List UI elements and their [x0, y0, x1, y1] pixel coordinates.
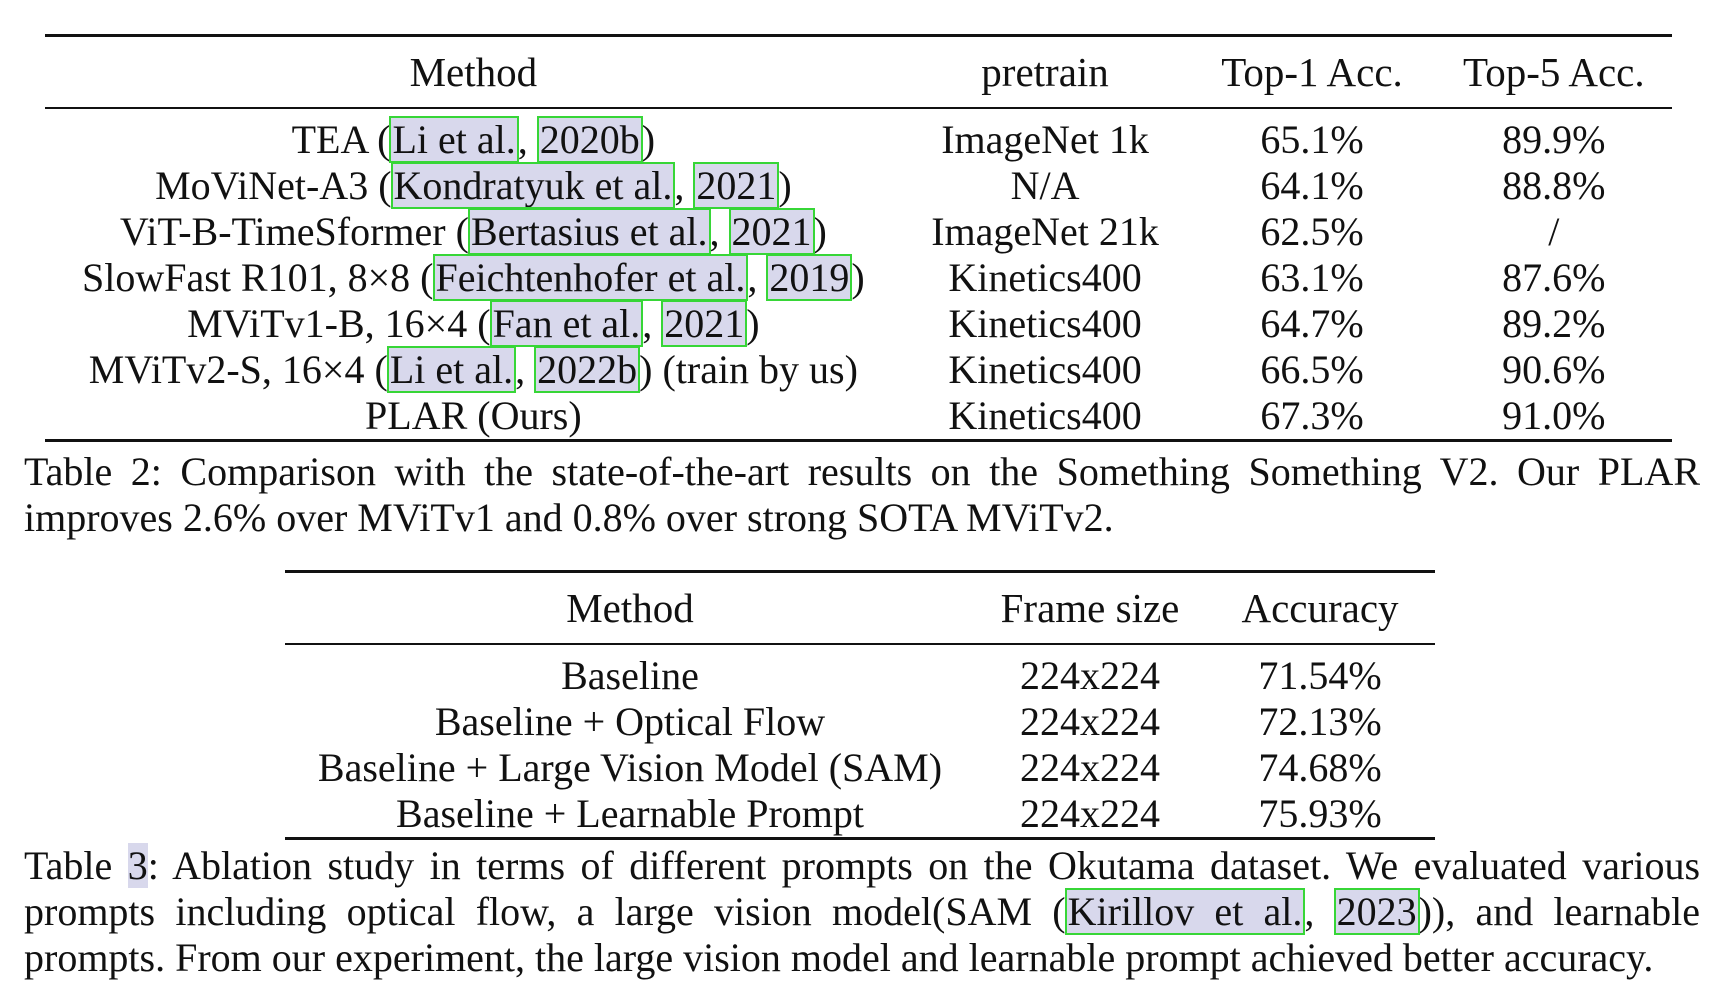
- citation-link[interactable]: Kirillov et al.: [1064, 888, 1306, 935]
- top5-cell: 90.6%: [1502, 347, 1606, 392]
- method-name: ViT-B-TimeSformer: [119, 209, 446, 254]
- citation-year-link[interactable]: 2023: [1333, 888, 1420, 935]
- header-method: Method: [285, 570, 975, 645]
- top1-cell: 67.3%: [1188, 393, 1436, 442]
- table-2: Method pretrain Top-1 Acc. Top-5 Acc. TE…: [45, 34, 1672, 442]
- method-cell: Baseline: [561, 653, 699, 698]
- top1-cell: 62.5%: [1260, 209, 1364, 254]
- caption-label: Table: [24, 843, 128, 888]
- method-cell: ViT-B-TimeSformer (Bertasius et al., 202…: [119, 208, 827, 255]
- citation-year-link[interactable]: 2021: [661, 300, 748, 347]
- citation-year-link[interactable]: 2021: [693, 162, 780, 209]
- table-row: MoViNet-A3 (Kondratyuk et al., 2021) N/A…: [45, 162, 1672, 209]
- method-suffix: (train by us): [652, 347, 858, 392]
- citation-year-link[interactable]: 2020b: [536, 116, 643, 163]
- top1-cell: 64.1%: [1260, 163, 1364, 208]
- citation-year-link[interactable]: 2019: [766, 254, 853, 301]
- caption-text-end: )), and learnable prompts. From our expe…: [24, 889, 1700, 980]
- method-name: TEA: [291, 117, 368, 162]
- top5-cell: /: [1548, 209, 1560, 254]
- pretrain-cell: Kinetics400: [901, 393, 1189, 442]
- top5-cell: 91.0%: [1435, 393, 1672, 442]
- top5-cell: 89.2%: [1502, 301, 1606, 346]
- table-row: MViTv1-B, 16×4 (Fan et al., 2021) Kineti…: [45, 300, 1672, 347]
- frame-size-cell: 224x224: [975, 791, 1205, 840]
- citation-year-link[interactable]: 2022b: [534, 346, 641, 393]
- citation-link[interactable]: Kondratyuk et al.: [390, 162, 676, 209]
- table-row: MViTv2-S, 16×4 (Li et al., 2022b) (train…: [45, 346, 1672, 393]
- method-cell: PLAR (Ours): [45, 393, 902, 442]
- method-name: SlowFast R101, 8×8: [82, 255, 411, 300]
- pretrain-cell: ImageNet 1k: [941, 117, 1149, 162]
- header-accuracy: Accuracy: [1205, 570, 1435, 645]
- top1-cell: 63.1%: [1260, 255, 1364, 300]
- frame-size-cell: 224x224: [1020, 699, 1160, 744]
- top1-cell: 66.5%: [1260, 347, 1364, 392]
- header-frame-size: Frame size: [975, 570, 1205, 645]
- table-3-caption: Table 3: Ablation study in terms of diff…: [24, 843, 1701, 980]
- pretrain-cell: Kinetics400: [948, 301, 1142, 346]
- citation-link[interactable]: Feichtenhofer et al.: [432, 254, 749, 301]
- frame-size-cell: 224x224: [1020, 653, 1160, 698]
- header-top5: Top-5 Acc.: [1435, 34, 1672, 109]
- method-cell: Baseline + Learnable Prompt: [285, 791, 975, 840]
- top1-cell: 64.7%: [1260, 301, 1364, 346]
- pretrain-cell: Kinetics400: [948, 255, 1142, 300]
- table-row: ViT-B-TimeSformer (Bertasius et al., 202…: [45, 208, 1672, 255]
- table-row: PLAR (Ours) Kinetics400 67.3% 91.0%: [45, 393, 1672, 442]
- table-row: TEA (Li et al., 2020b) ImageNet 1k 65.1%…: [45, 108, 1672, 163]
- citation-year-link[interactable]: 2021: [728, 208, 815, 255]
- method-name: MViTv2-S, 16×4: [88, 347, 365, 392]
- header-top1: Top-1 Acc.: [1188, 34, 1436, 109]
- pretrain-cell: N/A: [1010, 163, 1080, 208]
- top1-cell: 65.1%: [1260, 117, 1364, 162]
- accuracy-cell: 72.13%: [1258, 699, 1382, 744]
- table-number-link[interactable]: 3: [127, 843, 148, 888]
- method-cell: TEA (Li et al., 2020b): [291, 116, 656, 163]
- method-cell: MViTv2-S, 16×4 (Li et al., 2022b) (train…: [88, 346, 858, 393]
- pretrain-cell: Kinetics400: [948, 347, 1142, 392]
- table-row: Baseline + Optical Flow 224x224 72.13%: [285, 699, 1435, 745]
- method-name: MoViNet-A3: [155, 163, 369, 208]
- top5-cell: 87.6%: [1502, 255, 1606, 300]
- citation-link[interactable]: Li et al.: [386, 346, 517, 393]
- accuracy-cell: 74.68%: [1258, 745, 1382, 790]
- table-row: SlowFast R101, 8×8 (Feichtenhofer et al.…: [45, 254, 1672, 301]
- header-pretrain: pretrain: [901, 34, 1189, 109]
- accuracy-cell: 71.54%: [1258, 653, 1382, 698]
- frame-size-cell: 224x224: [1020, 745, 1160, 790]
- accuracy-cell: 75.93%: [1205, 791, 1435, 840]
- header-method: Method: [45, 34, 902, 109]
- method-cell: SlowFast R101, 8×8 (Feichtenhofer et al.…: [82, 254, 865, 301]
- table-row: Baseline + Large Vision Model (SAM) 224x…: [285, 745, 1435, 791]
- table-2-caption: Table 2: Comparison with the state-of-th…: [24, 449, 1700, 540]
- table-3: Method Frame size Accuracy Baseline 224x…: [285, 570, 1435, 840]
- method-name: MViTv1-B, 16×4: [187, 301, 468, 346]
- caption-text: : Ablation study in terms of different p…: [24, 843, 1701, 934]
- citation-link[interactable]: Fan et al.: [489, 300, 644, 347]
- top5-cell: 88.8%: [1502, 163, 1606, 208]
- table-row: Baseline + Learnable Prompt 224x224 75.9…: [285, 791, 1435, 840]
- method-cell: Baseline + Large Vision Model (SAM): [317, 745, 943, 790]
- citation-link[interactable]: Li et al.: [389, 116, 519, 163]
- pretrain-cell: ImageNet 21k: [931, 209, 1159, 254]
- citation-link[interactable]: Bertasius et al.: [467, 208, 711, 255]
- top5-cell: 89.9%: [1502, 117, 1606, 162]
- method-cell: MViTv1-B, 16×4 (Fan et al., 2021): [187, 300, 760, 347]
- method-cell: MoViNet-A3 (Kondratyuk et al., 2021): [155, 162, 792, 209]
- table-row: Baseline 224x224 71.54%: [285, 644, 1435, 699]
- method-cell: Baseline + Optical Flow: [434, 699, 826, 744]
